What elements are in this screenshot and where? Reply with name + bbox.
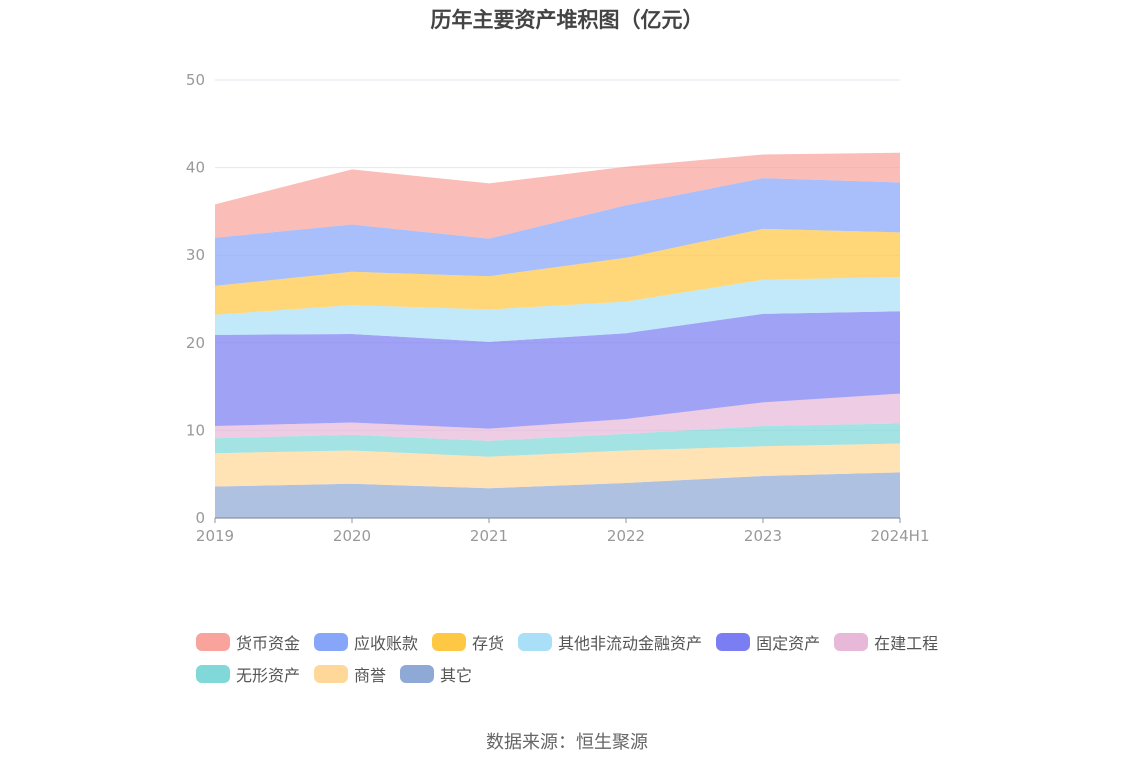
legend-label: 存货: [472, 634, 505, 653]
x-tick-label: 2022: [607, 527, 645, 545]
y-tick-label: 0: [195, 509, 205, 527]
legend-swatch: [716, 633, 751, 651]
legend-label: 商誉: [354, 666, 387, 685]
legend-item[interactable]: 其它: [400, 662, 472, 686]
chart-title: 历年主要资产堆积图（亿元）: [430, 8, 704, 32]
legend-item[interactable]: 存货: [432, 630, 504, 654]
legend-item[interactable]: 在建工程: [834, 630, 938, 654]
legend-swatch: [518, 633, 553, 651]
y-tick-label: 30: [186, 246, 205, 264]
y-tick-label: 20: [186, 334, 205, 352]
x-tick-label: 2023: [744, 527, 782, 545]
area-固定资产: [215, 311, 900, 429]
area-在建工程: [215, 393, 900, 441]
legend-label: 固定资产: [756, 634, 821, 653]
axes: 0 10 20 30 40 50 2019 2020 2021 2022 2023 2024H1: [186, 71, 930, 545]
legend-swatch: [196, 665, 230, 683]
legend-item[interactable]: 固定资产: [716, 630, 820, 654]
area-series: [215, 152, 900, 518]
y-tick-label: 40: [186, 159, 205, 177]
area-应收账款: [215, 178, 900, 286]
x-tick-label: 2019: [196, 527, 234, 545]
legend-label: 在建工程: [874, 634, 939, 653]
data-source: 数据来源：恒生聚源: [486, 732, 648, 753]
legend-item[interactable]: 货币资金: [196, 630, 300, 654]
legend-label: 其它: [440, 666, 473, 685]
legend-item[interactable]: 商誉: [314, 662, 386, 686]
legend-label: 应收账款: [354, 634, 419, 653]
legend-label: 无形资产: [236, 666, 301, 685]
x-tick-label: 2021: [470, 527, 508, 545]
legend-swatch: [196, 633, 230, 651]
legend-item[interactable]: 应收账款: [314, 630, 418, 654]
legend-row: 货币资金 应收账款 存货 其他非流动金融资产 固定资产 在建工程: [196, 630, 956, 654]
area-其它: [215, 472, 900, 518]
area-无形资产: [215, 423, 900, 457]
legend-label: 货币资金: [236, 634, 301, 653]
area-货币资金: [215, 152, 900, 239]
legend-label: 其他非流动金融资产: [558, 634, 703, 653]
x-tick-label: 2024H1: [871, 527, 930, 545]
legend-swatch: [834, 633, 869, 651]
x-tick-label: 2020: [333, 527, 371, 545]
legend-item[interactable]: 其他非流动金融资产: [518, 630, 702, 654]
legend-swatch: [400, 665, 435, 683]
legend: 货币资金 应收账款 存货 其他非流动金融资产 固定资产 在建工程 无形资产 商誉 其它: [196, 630, 956, 694]
legend-swatch: [432, 633, 467, 651]
legend-item[interactable]: 无形资产: [196, 662, 300, 686]
area-存货: [215, 228, 900, 315]
legend-swatch: [314, 665, 349, 683]
area-其他非流动金融资产: [215, 277, 900, 342]
area-商誉: [215, 443, 900, 489]
y-tick-label: 10: [186, 421, 205, 439]
legend-swatch: [314, 633, 349, 651]
y-tick-label: 50: [186, 71, 205, 89]
legend-row: 无形资产 商誉 其它: [196, 662, 956, 686]
